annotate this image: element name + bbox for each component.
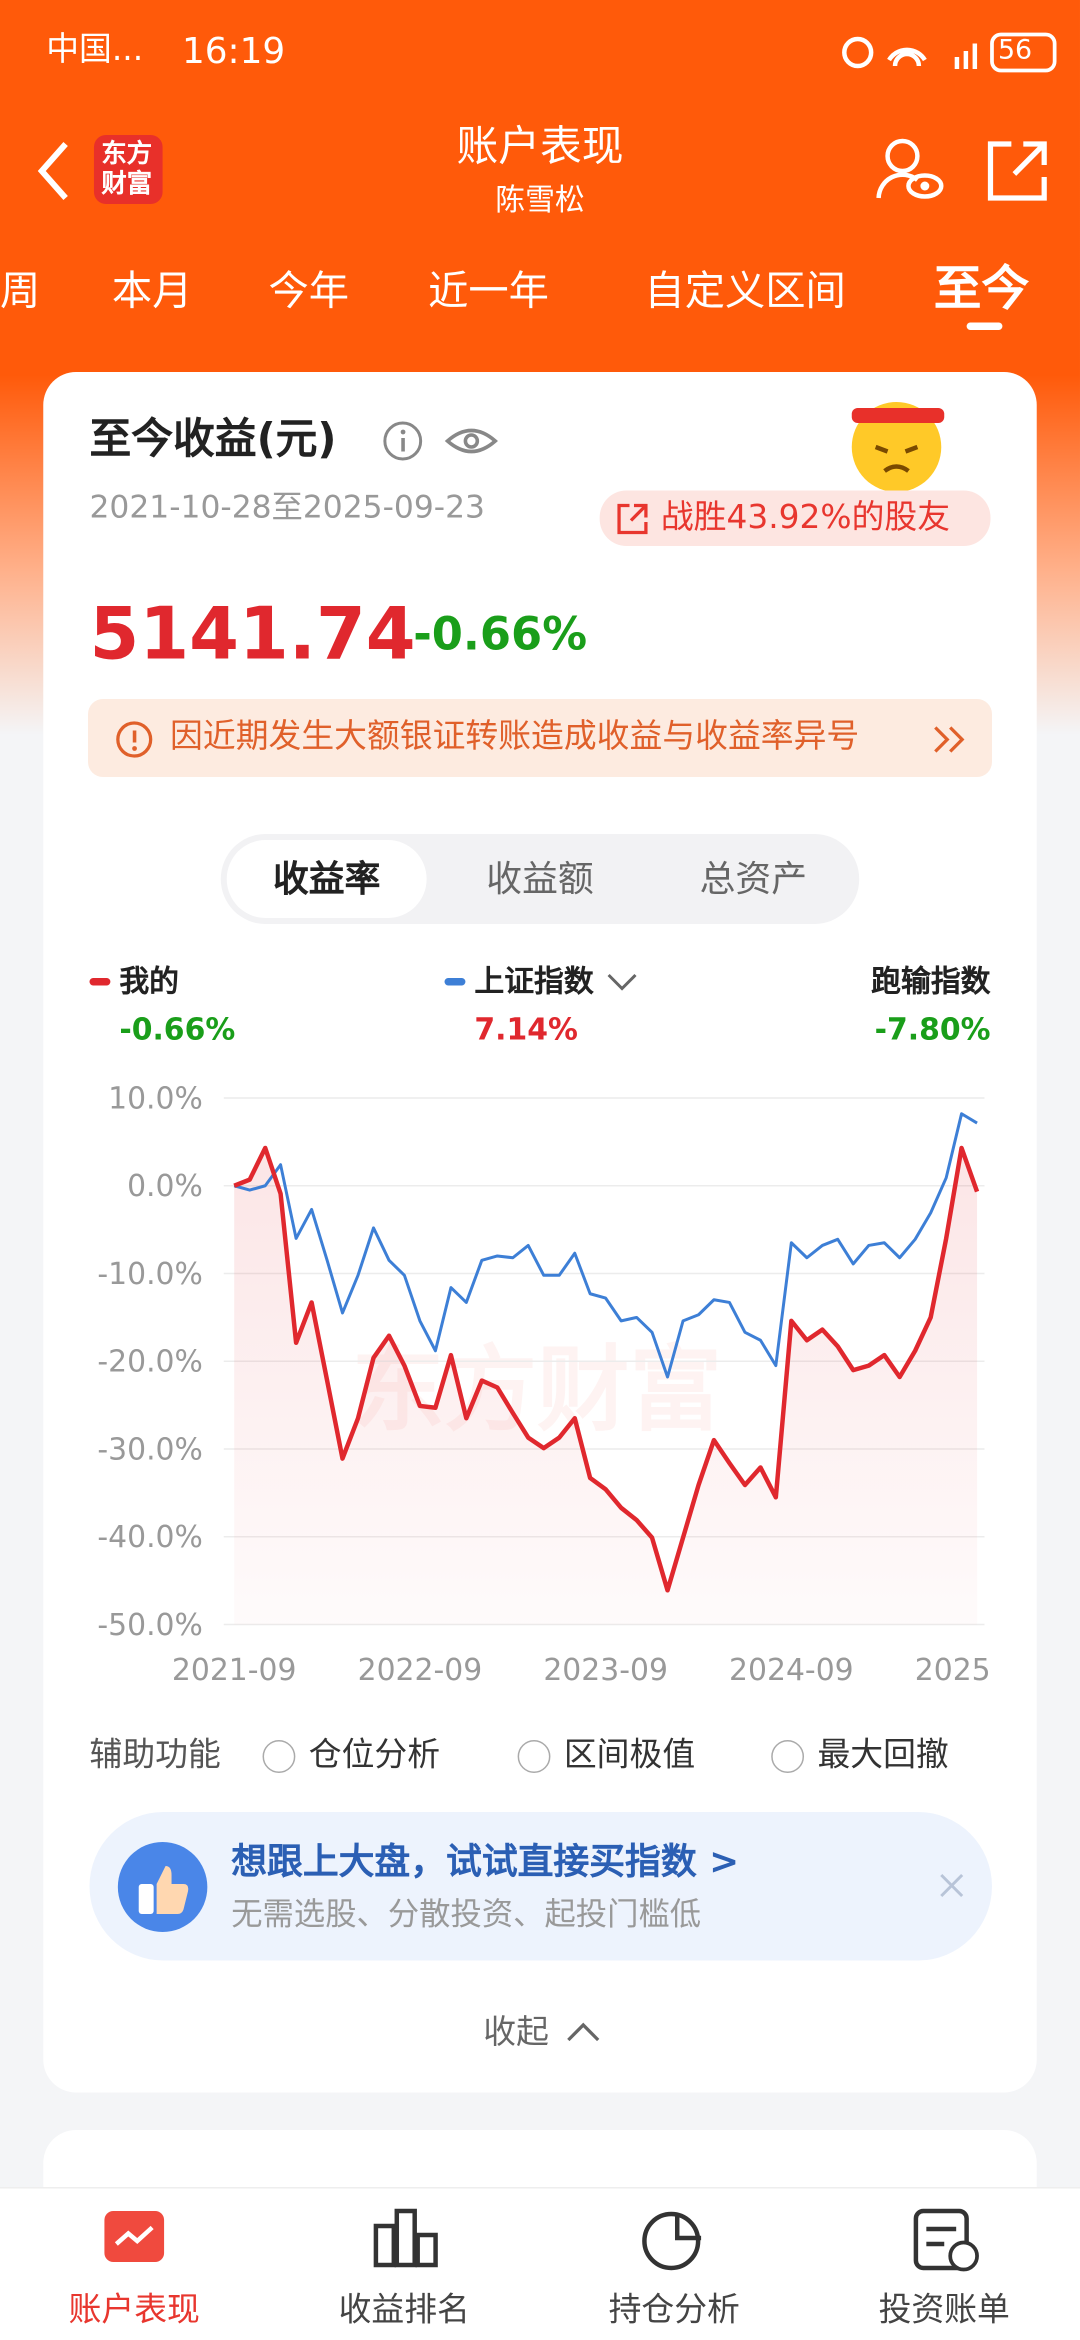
battery: 56 [997,34,1033,66]
nav-item[interactable]: 投资账单 [878,2292,1010,2330]
y-tick-label: 10.0% [108,1081,203,1116]
back-button[interactable] [33,138,78,204]
share-icon[interactable] [985,138,1051,204]
logo [93,135,163,204]
y-tick-label: -40.0% [97,1520,203,1555]
badge-text: 战胜43.92%的股友 [660,499,951,537]
aux-option: 区间极值 [563,1737,696,1775]
amount: 5141.74 [89,592,416,677]
radio[interactable] [517,1740,551,1773]
date-range: 2021-10-28至2025-09-23 [89,489,485,525]
series-line [233,1112,978,1379]
segment[interactable]: 收益额 [486,858,594,900]
promo[interactable] [89,1812,992,1961]
bottom-nav [0,2187,1080,2340]
series-area [234,1147,978,1625]
chart: 东方财富10.0%0.0%-10.0%-20.0%-30.0%-40.0%-50… [97,1081,991,1688]
x-tick-label: 2024-09 [729,1653,854,1688]
nav-icons [104,2208,979,2272]
tab[interactable]: 至今 [933,259,1030,317]
legend-swatch [444,978,466,986]
x-tick-label: 2025-09 [915,1653,991,1688]
collapse-icon [567,2022,600,2042]
logo-text: 东方 [101,139,153,170]
promo-close[interactable] [937,1871,967,1901]
y-tick-label: -50.0% [97,1608,203,1643]
logo-text: 财富 [101,169,153,200]
title-icons[interactable] [379,417,513,465]
segment[interactable]: 总资产 [699,858,808,900]
promo-icon [117,1842,208,1932]
tab[interactable]: 本月 [111,268,193,315]
return: -0.66% [413,609,588,662]
x-tick-label: 2023-09 [543,1653,668,1688]
legend-return: 7.14% [474,1011,578,1047]
tab[interactable]: 近一年 [428,268,549,315]
legend-dropdown[interactable] [606,972,639,993]
y-tick-label: -10.0% [97,1257,203,1292]
underperformance-value: -7.80% [874,1011,991,1047]
tab[interactable]: 周 [0,268,41,315]
user-icon[interactable] [873,135,948,204]
promo-title: 想跟上大盘，试试直接买指数 > [231,1840,740,1883]
header-subtitle: 陈雪松 [495,181,585,218]
legend-return: -0.66% [119,1011,236,1047]
segment[interactable]: 收益率 [272,858,381,900]
radio[interactable] [771,1740,805,1773]
badge[interactable] [599,490,991,546]
segment-active [226,840,427,918]
nav-item[interactable]: 持仓分析 [608,2292,740,2330]
y-tick-label: -30.0% [97,1432,203,1467]
notice [88,699,992,777]
radio[interactable] [262,1740,296,1773]
aux-label: 辅助功能 [89,1737,221,1775]
legend-swatch [89,978,111,986]
emoji [851,402,945,492]
underperformance-label: 跑输指数 [871,963,991,999]
nav-item[interactable]: 账户表现 [68,2292,200,2330]
carrier: 中国... [46,31,144,69]
promo-subtitle: 无需选股、分散投资、起投门槛低 [231,1896,702,1932]
x-tick-label: 2022-09 [358,1653,483,1688]
series-line [233,1145,980,1593]
card-title: 至今收益(元) [89,414,337,464]
y-tick-label: 0.0% [127,1169,203,1204]
notice-text: 因近期发生大额银证转账造成收益与收益率异号 [170,718,860,756]
card [43,372,1037,2093]
header-title: 账户表现 [456,121,624,171]
y-tick-label: -20.0% [97,1345,203,1380]
time: 16:19 [181,30,286,72]
notice-icon [116,721,153,758]
legend-label: 上证指数 [474,963,594,999]
aux-option: 仓位分析 [308,1737,441,1775]
status-icons [842,32,1057,73]
badge-icon [617,503,648,535]
tab[interactable]: 今年 [268,268,350,315]
aux-option: 最大回撤 [817,1737,949,1775]
legend-label: 我的 [119,963,180,999]
tab[interactable]: 自定义区间 [644,268,846,315]
nav-item[interactable]: 收益排名 [338,2292,470,2330]
notice-close[interactable] [931,723,970,756]
tab-indicator [966,322,1003,330]
collapse[interactable]: 收起 [483,2014,549,2052]
x-tick-label: 2021-09 [172,1653,297,1688]
